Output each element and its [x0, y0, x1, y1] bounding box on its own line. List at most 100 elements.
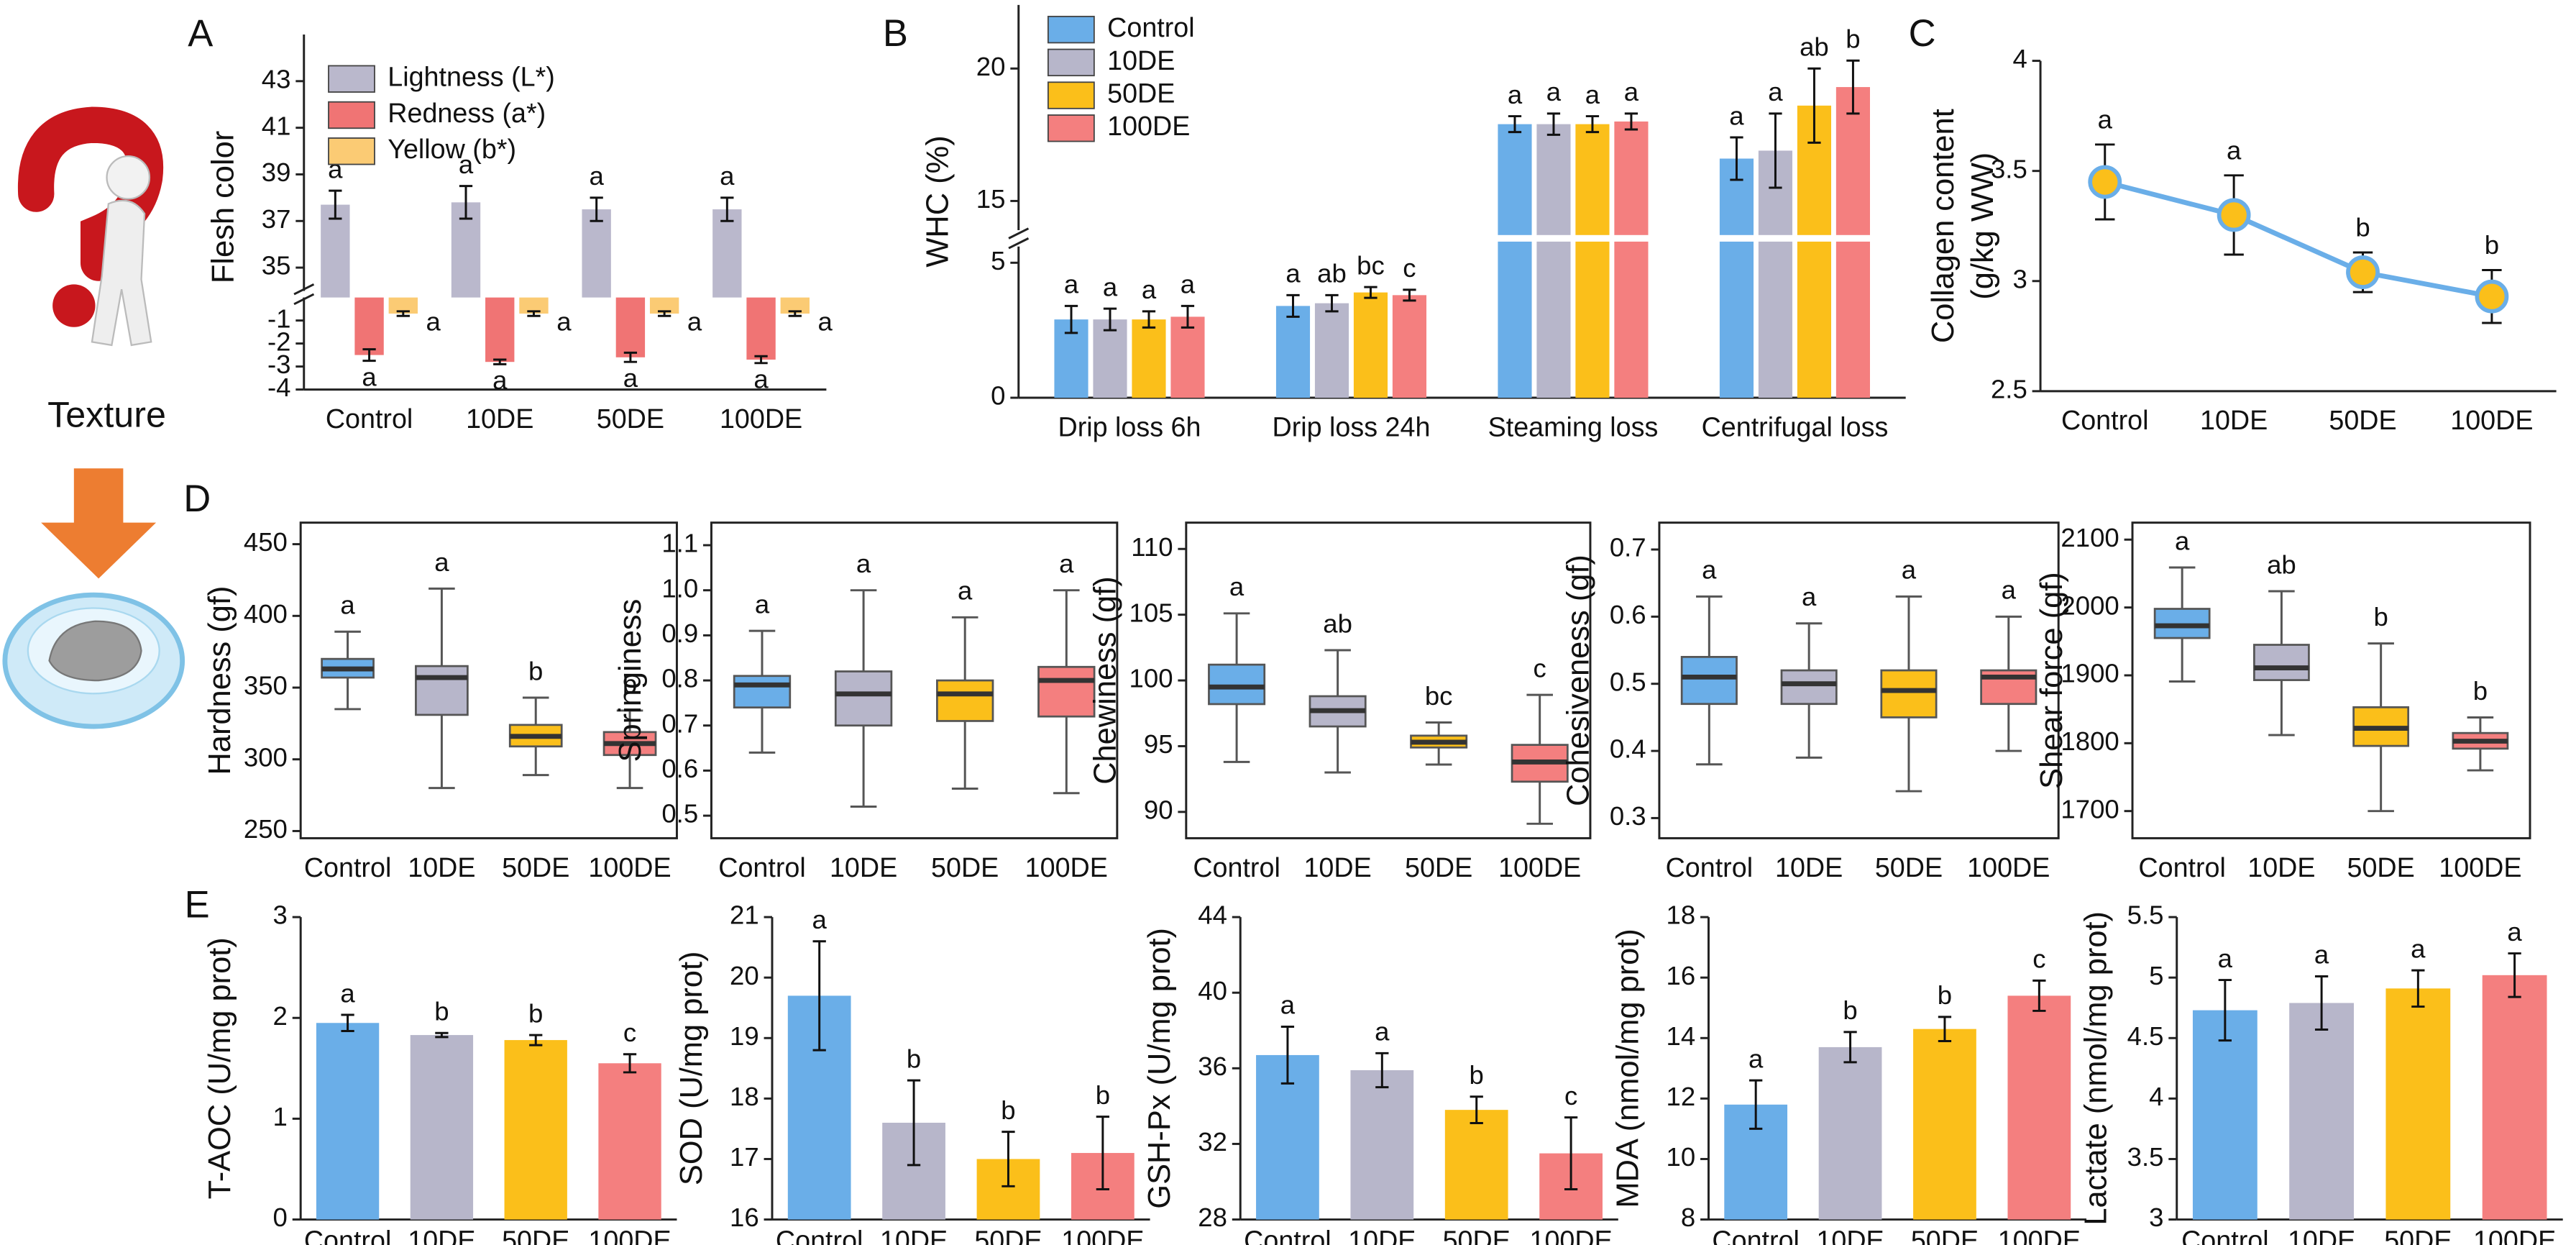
- y-tick-label: 1700: [2061, 794, 2119, 824]
- y-tick-label: 0.5: [661, 799, 698, 829]
- legend-swatch: [1047, 81, 1095, 109]
- bar: [1614, 121, 1649, 398]
- x-tick-label: Control: [1712, 1225, 1800, 1245]
- x-tick-label: Control: [304, 852, 392, 883]
- x-tick-label: Control: [718, 852, 806, 883]
- x-tick-label: 50DE: [2347, 852, 2415, 883]
- significance-letter: a: [753, 365, 769, 394]
- y-tick-label: 3: [273, 900, 288, 930]
- bar: [1835, 87, 1870, 398]
- x-tick-label: 10DE: [466, 403, 533, 434]
- figure-head: [106, 155, 151, 200]
- x-tick-label: 10DE: [1303, 852, 1371, 883]
- bar: [649, 297, 679, 314]
- y-tick-label: 32: [1198, 1127, 1227, 1157]
- texture-label: Texture: [47, 394, 166, 435]
- legend-label: Redness (a*): [388, 98, 546, 128]
- y-tick-label: 37: [262, 204, 291, 234]
- x-tick-label: 50DE: [502, 1225, 569, 1245]
- axis-break-mark: [1008, 227, 1030, 240]
- panel-label: C: [1909, 12, 1936, 55]
- y-tick-label: 12: [1667, 1082, 1696, 1111]
- legend-swatch: [328, 65, 375, 93]
- y-axis-label: Flesh color: [206, 131, 241, 283]
- x-tick-label: Drip loss 6h: [1058, 411, 1201, 442]
- significance-letter: a: [2507, 917, 2522, 947]
- box: [834, 670, 893, 727]
- box: [936, 679, 994, 722]
- x-tick-label: 10DE: [880, 1225, 948, 1245]
- y-tick-label: 0.6: [661, 754, 698, 783]
- box: [2253, 644, 2310, 681]
- bar: [485, 297, 515, 362]
- significance-letter: a: [1375, 1017, 1390, 1046]
- panel-label: B: [883, 12, 908, 55]
- bar: [388, 297, 418, 314]
- bar: [1719, 158, 1754, 398]
- y-tick-label: 350: [244, 671, 288, 701]
- significance-letter: a: [1768, 77, 1783, 106]
- x-tick-label: Control: [304, 1225, 392, 1245]
- significance-letter: b: [434, 997, 449, 1026]
- significance-letter: b: [528, 998, 543, 1028]
- legend-label: Lightness (L*): [388, 62, 555, 92]
- y-tick-label: 3.5: [2127, 1142, 2164, 1172]
- significance-letter: ab: [1323, 608, 1352, 638]
- significance-letter: a: [2098, 105, 2113, 134]
- y-axis-label: Collagen content: [1926, 109, 1961, 343]
- significance-letter: a: [590, 161, 605, 191]
- significance-letter: a: [459, 150, 474, 179]
- bar: [2385, 988, 2451, 1220]
- x-tick-label: 100DE: [588, 852, 671, 883]
- bar: [1170, 316, 1205, 398]
- significance-letter: a: [1702, 555, 1717, 585]
- x-tick-label: 10DE: [408, 852, 475, 883]
- legend-swatch: [328, 137, 375, 165]
- y-tick-label: 16: [730, 1203, 759, 1232]
- significance-letter: a: [2314, 940, 2329, 970]
- bar: [1093, 319, 1127, 398]
- x-tick-label: 100DE: [2439, 852, 2521, 883]
- significance-letter: a: [720, 161, 735, 191]
- significance-letter: a: [1624, 77, 1639, 106]
- y-tick-label: 14: [1667, 1021, 1696, 1051]
- x-tick-label: 50DE: [1405, 852, 1472, 883]
- x-tick-label: Control: [1666, 852, 1754, 883]
- marker: [2217, 198, 2251, 232]
- y-tick-label: 21: [730, 900, 759, 930]
- bar: [712, 209, 742, 298]
- bar: [2289, 1003, 2355, 1220]
- bar: [598, 1063, 661, 1220]
- bar: [410, 1035, 474, 1220]
- x-tick-label: Control: [776, 1225, 863, 1245]
- y-axis-label: Hardness (gf): [203, 586, 237, 775]
- axis-break-mark: [1008, 237, 1030, 250]
- x-tick-label: 100DE: [2473, 1225, 2556, 1245]
- line: [2104, 179, 2493, 299]
- plot-frame: [1658, 521, 2060, 839]
- y-axis-label: SOD (U/mg prot): [674, 952, 709, 1186]
- significance-letter: bc: [1357, 250, 1385, 280]
- significance-letter: c: [2032, 944, 2045, 974]
- bar: [582, 209, 611, 298]
- marker: [2088, 165, 2122, 199]
- marker: [2346, 255, 2380, 289]
- significance-letter: a: [2411, 934, 2426, 963]
- x-tick-label: 100DE: [1025, 852, 1108, 883]
- bar: [780, 297, 810, 314]
- significance-letter: a: [1181, 270, 1196, 299]
- panel-label: A: [188, 12, 213, 55]
- x-tick-label: 10DE: [2247, 852, 2315, 883]
- y-axis-label: Shear force (gf): [2035, 572, 2069, 789]
- bar: [746, 297, 776, 360]
- x-tick-label: 50DE: [1443, 1225, 1511, 1245]
- marker: [2475, 279, 2509, 314]
- y-tick-label: 0.3: [1610, 801, 1646, 831]
- significance-letter: b: [1843, 995, 1857, 1025]
- significance-letter: a: [2227, 135, 2242, 165]
- x-tick-label: Steaming loss: [1488, 411, 1659, 442]
- significance-letter: a: [434, 547, 449, 577]
- x-tick-label: 10DE: [2200, 405, 2268, 435]
- x-tick-label: 50DE: [502, 852, 569, 883]
- box: [1780, 669, 1838, 706]
